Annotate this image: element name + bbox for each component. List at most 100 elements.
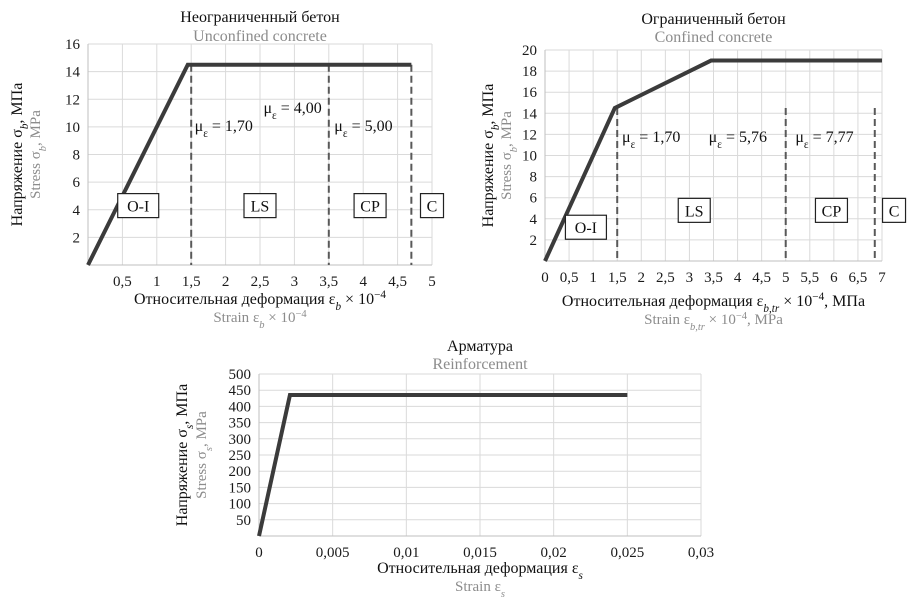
y-tick-label: 4 [73,203,81,219]
x-tick-label: 3,5 [704,270,723,286]
x-tick-label: 1 [153,274,161,290]
zone-box [419,193,445,219]
y-tick-label: 18 [522,64,537,80]
zone-label: C [889,203,900,220]
x-tick-label: 4,5 [388,274,407,290]
y-tick-label: 200 [229,464,252,480]
ductility-annotation: με = 5,76 [709,129,767,151]
y-tick-label: 6 [530,191,538,207]
zone-box [814,197,849,223]
chart-subtitle: Unconfined concrete [193,28,327,45]
x-tick-label: 4 [359,274,367,290]
zone-label: C [427,199,438,216]
y-axis-label-en: Stress σs, MPa [194,411,215,499]
y-tick-label: 10 [65,120,80,136]
x-tick-label: 6,5 [849,270,868,286]
zone-label: LS [251,199,270,216]
y-tick-label: 8 [530,170,538,186]
zone-label: O-I [127,199,149,216]
x-axis-label: Относительная деформация εs [377,560,583,582]
chart-subtitle: Confined concrete [655,29,773,46]
chart-title: Арматура [447,338,513,355]
y-tick-label: 400 [229,399,252,415]
y-axis-label: Напряжение σb, МПа [480,84,502,228]
x-axis-label: Относительная деформация εb,tr × 10−4, М… [562,291,865,315]
y-tick-label: 8 [73,148,81,164]
zone-box [117,193,160,219]
y-axis-label-en: Stress σb, MPa [28,110,49,199]
x-tick-label: 2,5 [251,274,270,290]
x-tick-label: 5,5 [800,270,819,286]
x-tick-label: 5 [428,274,436,290]
x-tick-label: 0,01 [393,545,419,561]
zone-box [677,197,711,223]
x-axis-label-en: Strain εb × 10−4 [213,309,307,331]
x-tick-label: 4 [734,270,742,286]
x-tick-label: 1,5 [182,274,201,290]
y-axis-label-en: Stress σb, MPa [499,111,520,200]
y-tick-label: 300 [229,432,252,448]
zone-box [243,193,277,219]
x-tick-label: 3 [291,274,299,290]
x-tick-label: 5 [782,270,790,286]
x-tick-label: 0 [541,270,549,286]
x-tick-label: 2 [638,270,646,286]
y-tick-label: 10 [522,149,537,165]
y-tick-label: 150 [229,480,252,496]
ductility-annotation: με = 1,70 [195,118,253,140]
zone-label: CP [822,203,842,220]
y-tick-label: 14 [522,106,538,122]
chart-title: Ограниченный бетон [641,11,786,28]
y-axis-label: Напряжение σs, МПа [174,384,196,526]
x-axis-label-en: Strain εs [455,579,505,599]
zone-box [353,193,387,219]
zone-label: LS [685,203,704,220]
x-tick-label: 0 [255,545,263,561]
zone-box [564,214,608,240]
ductility-annotation: με = 1,70 [622,129,680,151]
y-tick-label: 50 [236,513,251,529]
y-tick-label: 350 [229,416,252,432]
y-tick-label: 500 [229,367,252,383]
y-tick-label: 2 [530,233,538,249]
y-tick-label: 4 [530,212,538,228]
x-tick-label: 0,02 [541,545,567,561]
chart-title: Неограниченный бетон [180,9,340,26]
y-tick-label: 450 [229,383,252,399]
x-tick-label: 0,015 [463,545,497,561]
y-tick-label: 16 [65,37,81,53]
x-tick-label: 3 [686,270,694,286]
chart-subtitle: Reinforcement [432,356,528,373]
y-tick-label: 20 [522,43,537,59]
x-tick-label: 1 [589,270,597,286]
x-axis-label: Относительная деформация εb × 10−4 [134,289,386,313]
x-tick-label: 0,5 [560,270,579,286]
y-axis-label: Напряжение σb, МПа [9,83,31,227]
x-axis-label-en: Strain εb,tr × 10−4, MPa [644,311,783,333]
x-tick-label: 7 [878,270,886,286]
x-tick-label: 6 [830,270,838,286]
x-tick-label: 3,5 [319,274,338,290]
x-tick-label: 0,005 [316,545,350,561]
y-tick-label: 100 [229,497,252,513]
y-tick-label: 2 [73,230,81,246]
zone-box [881,197,907,223]
ductility-annotation: με = 4,00 [263,100,321,122]
x-tick-label: 2 [222,274,230,290]
zone-label: O-I [575,220,597,237]
stress-strain-curve [257,393,628,537]
y-tick-label: 12 [522,127,537,143]
x-tick-label: 4,5 [752,270,771,286]
ductility-annotation: με = 7,77 [795,129,853,151]
y-tick-label: 250 [229,448,252,464]
y-tick-label: 14 [65,65,81,81]
stress-strain-curve [543,58,882,262]
y-tick-label: 16 [522,85,538,101]
x-tick-label: 0,025 [610,545,644,561]
x-tick-label: 0,03 [688,545,714,561]
ductility-annotation: με = 5,00 [334,118,392,140]
zone-label: CP [360,199,380,216]
x-tick-label: 1,5 [608,270,627,286]
y-tick-label: 12 [65,92,80,108]
